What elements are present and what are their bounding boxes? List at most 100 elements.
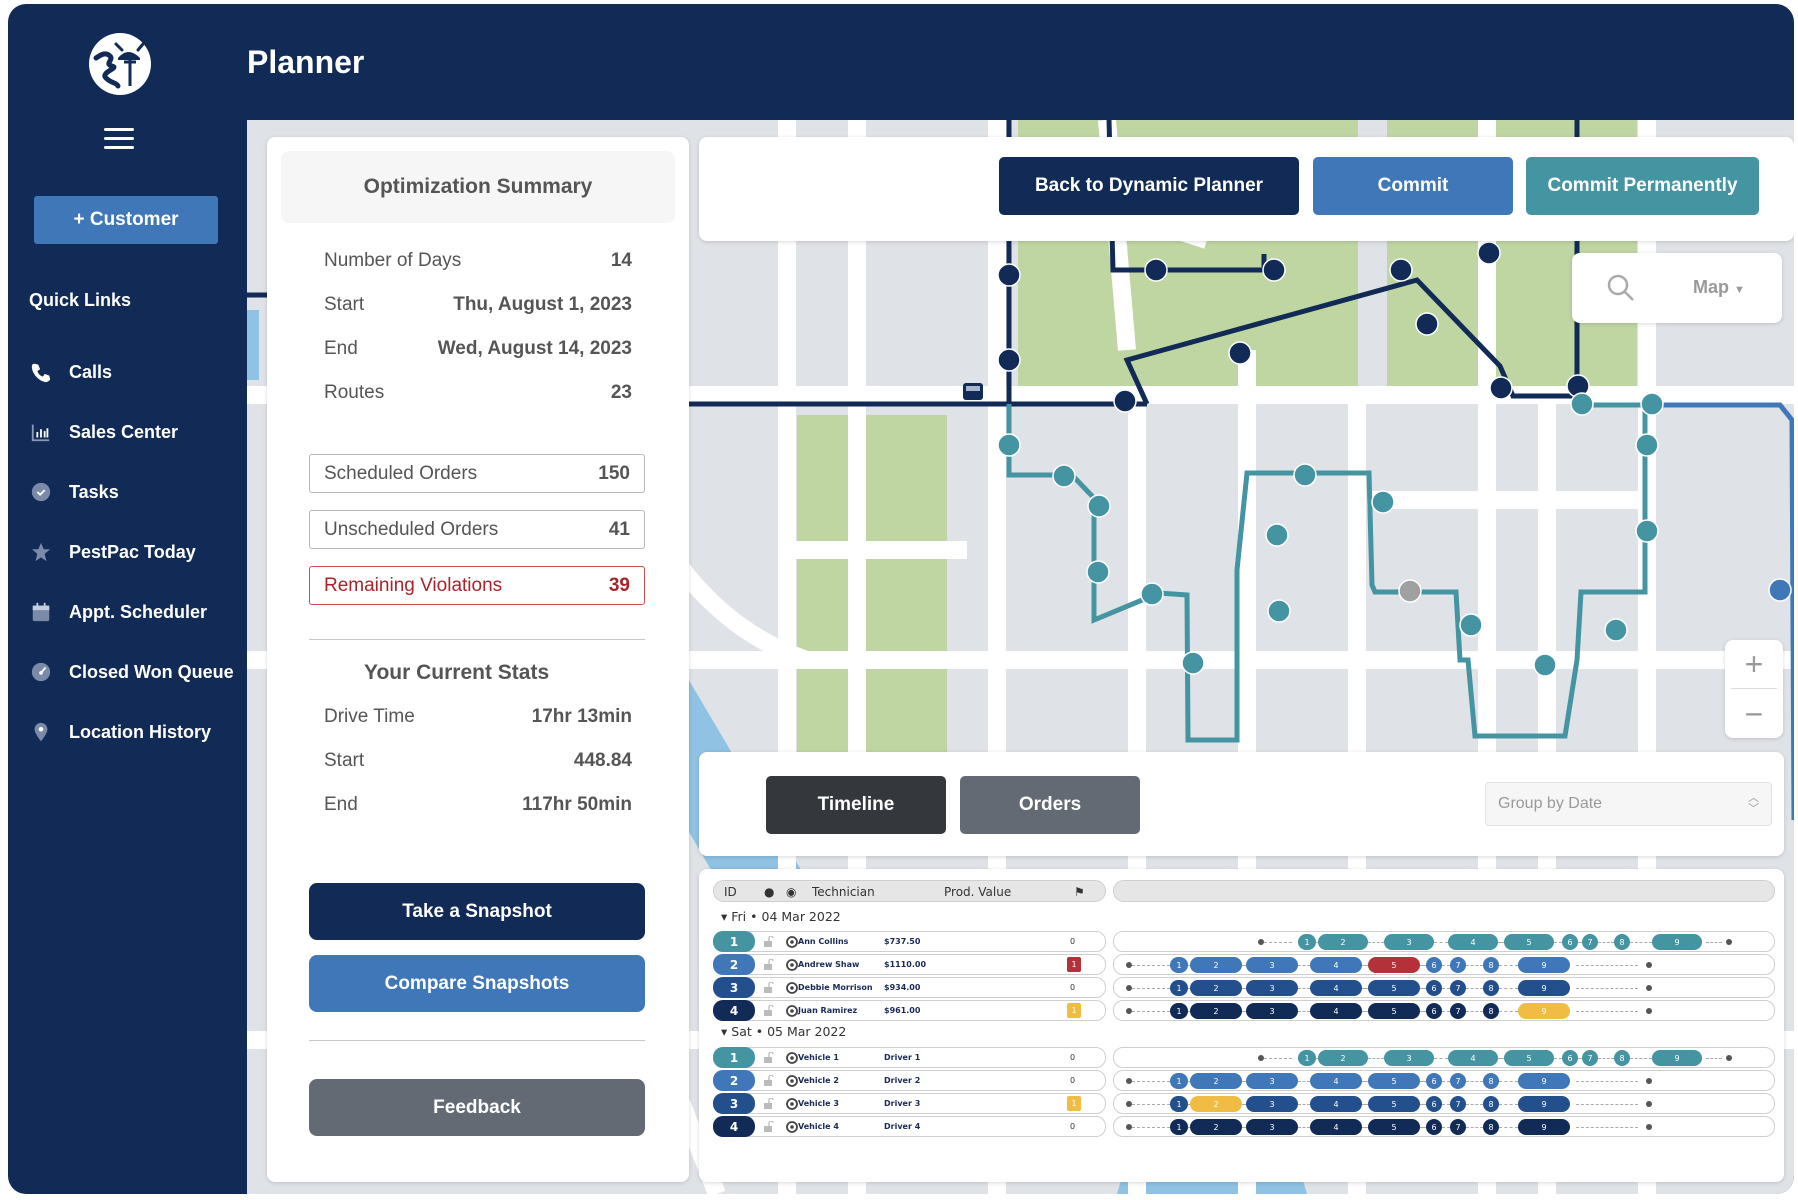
sidebar-item-calls[interactable]: Calls [29,342,234,402]
stop-pill[interactable]: 7 [1582,934,1598,950]
table-row[interactable]: 1 Vehicle 1 Driver 1 0 [713,1047,1106,1068]
compare-snapshots-button[interactable]: Compare Snapshots [309,955,645,1012]
stop-pill[interactable]: 4 [1310,1119,1362,1135]
stop-pill[interactable]: 1 [1170,1003,1188,1019]
eye-icon[interactable] [786,1052,798,1064]
stop-pill[interactable]: 5 [1368,1003,1420,1019]
stop-pill[interactable]: 2 [1190,957,1242,973]
unlock-icon[interactable] [764,982,774,993]
stop-pill[interactable]: 3 [1246,980,1298,996]
stop-pill[interactable]: 8 [1483,980,1499,996]
stop-pill[interactable]: 2 [1190,1096,1242,1112]
stop-pill[interactable]: 5 [1368,1073,1420,1089]
stop-pill[interactable]: 5 [1368,1096,1420,1112]
stop-pill[interactable]: 4 [1310,957,1362,973]
stop-pill[interactable]: 4 [1310,1073,1362,1089]
stop-pill[interactable]: 3 [1384,1050,1434,1066]
stop-pill[interactable]: 9 [1652,934,1702,950]
commit-button[interactable]: Commit [1313,157,1513,215]
unlock-icon[interactable] [764,1075,774,1086]
stop-pill[interactable]: 9 [1518,1119,1570,1135]
stop-pill[interactable]: 2 [1190,980,1242,996]
table-row[interactable]: 2 Vehicle 2 Driver 2 0 [713,1070,1106,1091]
stop-pill[interactable]: 6 [1426,957,1442,973]
unlock-icon[interactable] [764,1121,774,1132]
table-row[interactable]: 1 Ann Collins $737.50 0 [713,931,1106,952]
stop-pill[interactable]: 7 [1450,1096,1466,1112]
stop-pill[interactable]: 7 [1450,957,1466,973]
stop-pill[interactable]: 1 [1170,1073,1188,1089]
stop-pill[interactable]: 2 [1318,1050,1368,1066]
stop-pill[interactable]: 9 [1518,1073,1570,1089]
stop-pill[interactable]: 1 [1298,1050,1316,1066]
stop-pill[interactable]: 3 [1246,1119,1298,1135]
stop-pill[interactable]: 2 [1318,934,1368,950]
stop-pill[interactable]: 4 [1310,980,1362,996]
stop-pill[interactable]: 7 [1450,1073,1466,1089]
group-label[interactable]: ▾ Fri • 04 Mar 2022 [721,909,841,924]
stop-pill[interactable]: 5 [1368,1119,1420,1135]
sidebar-item-location-history[interactable]: Location History [29,702,234,762]
stop-pill[interactable]: 8 [1483,1003,1499,1019]
stop-pill[interactable]: 7 [1450,1003,1466,1019]
eye-icon[interactable] [786,1121,798,1133]
stop-pill[interactable]: 2 [1190,1119,1242,1135]
stop-pill[interactable]: 1 [1170,980,1188,996]
stop-pill[interactable]: 6 [1562,1050,1578,1066]
eye-icon[interactable] [786,1005,798,1017]
stop-pill[interactable]: 5 [1368,957,1420,973]
eye-icon[interactable] [786,982,798,994]
stop-pill[interactable]: 1 [1170,1096,1188,1112]
stop-pill[interactable]: 8 [1483,1073,1499,1089]
stop-pill[interactable]: 9 [1518,1096,1570,1112]
eye-icon[interactable] [786,936,798,948]
unscheduled-orders-box[interactable]: Unscheduled Orders 41 [309,510,645,549]
stop-pill[interactable]: 9 [1518,980,1570,996]
menu-toggle-button[interactable] [104,128,134,150]
stop-pill[interactable]: 4 [1310,1003,1362,1019]
stop-pill[interactable]: 6 [1562,934,1578,950]
take-snapshot-button[interactable]: Take a Snapshot [309,883,645,940]
zoom-out-button[interactable]: − [1744,695,1764,732]
stop-pill[interactable]: 7 [1582,1050,1598,1066]
sidebar-item-appt-scheduler[interactable]: Appt. Scheduler [29,582,234,642]
stop-pill[interactable]: 6 [1426,1003,1442,1019]
stop-pill[interactable]: 4 [1448,1050,1498,1066]
stop-pill[interactable]: 6 [1426,1073,1442,1089]
unlock-icon[interactable] [764,936,774,947]
sidebar-item-sales-center[interactable]: Sales Center [29,402,234,462]
route-map[interactable]: Optimization Summary Number of Days 14 St… [247,120,1794,1194]
stop-pill[interactable]: 7 [1450,980,1466,996]
eye-icon[interactable] [786,959,798,971]
stop-pill[interactable]: 6 [1426,1096,1442,1112]
commit-permanently-button[interactable]: Commit Permanently [1526,157,1759,215]
back-to-dynamic-planner-button[interactable]: Back to Dynamic Planner [999,157,1299,215]
table-row[interactable]: 4 Vehicle 4 Driver 4 0 [713,1116,1106,1137]
stop-pill[interactable]: 3 [1246,1096,1298,1112]
stop-pill[interactable]: 8 [1483,1119,1499,1135]
stop-pill[interactable]: 8 [1614,934,1630,950]
eye-icon[interactable] [786,1098,798,1110]
stop-pill[interactable]: 3 [1246,1003,1298,1019]
stop-pill[interactable]: 6 [1426,1119,1442,1135]
stop-pill[interactable]: 7 [1450,1119,1466,1135]
stop-pill[interactable]: 2 [1190,1073,1242,1089]
stop-pill[interactable]: 9 [1518,1003,1570,1019]
stop-pill[interactable]: 2 [1190,1003,1242,1019]
unlock-icon[interactable] [764,1098,774,1109]
sidebar-item-pestpac-today[interactable]: PestPac Today [29,522,234,582]
stop-pill[interactable]: 3 [1384,934,1434,950]
zoom-in-button[interactable]: + [1744,645,1764,682]
scheduled-orders-box[interactable]: Scheduled Orders 150 [309,454,645,493]
stop-pill[interactable]: 8 [1483,1096,1499,1112]
stop-pill[interactable]: 8 [1614,1050,1630,1066]
stop-pill[interactable]: 6 [1426,980,1442,996]
group-label[interactable]: ▾ Sat • 05 Mar 2022 [721,1024,847,1039]
stop-pill[interactable]: 9 [1652,1050,1702,1066]
unlock-icon[interactable] [764,1005,774,1016]
